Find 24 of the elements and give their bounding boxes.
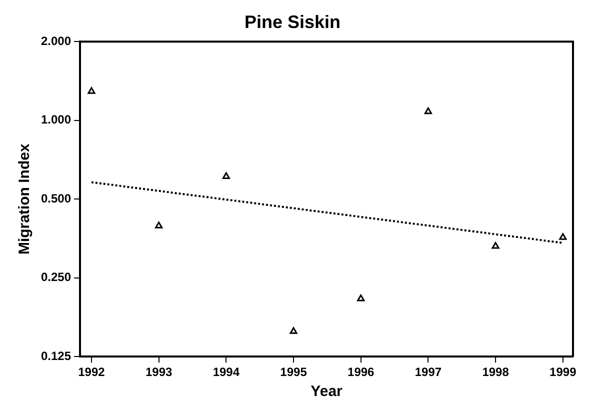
- y-tick-label: 0.125: [41, 348, 72, 363]
- point: [88, 87, 96, 94]
- x-tick-label: 1995: [280, 365, 308, 380]
- x-tick-label: 1996: [348, 365, 375, 380]
- y-tick-label: 0.250: [41, 270, 72, 284]
- point: [290, 327, 298, 334]
- x-tick-label: 1999: [550, 365, 577, 380]
- point: [424, 107, 432, 114]
- x-tick-label: 1992: [78, 365, 106, 380]
- chart-title: Pine Siskin: [244, 12, 341, 32]
- point: [559, 233, 567, 240]
- x-tick-label: 1997: [414, 365, 442, 380]
- y-tick-label: 1.000: [41, 112, 72, 127]
- point: [357, 294, 365, 302]
- point: [492, 242, 500, 249]
- x-tick-label: 1998: [482, 365, 510, 380]
- y-tick-label: 0.500: [41, 191, 72, 206]
- point: [222, 172, 230, 180]
- point: [155, 222, 163, 228]
- x-axis-title: Year: [310, 383, 343, 400]
- y-tick-label: 2.000: [41, 34, 72, 48]
- x-tick-label: 1993: [145, 365, 172, 380]
- x-tick-label: 1994: [212, 365, 240, 380]
- y-axis-title: Migration Index: [16, 143, 34, 255]
